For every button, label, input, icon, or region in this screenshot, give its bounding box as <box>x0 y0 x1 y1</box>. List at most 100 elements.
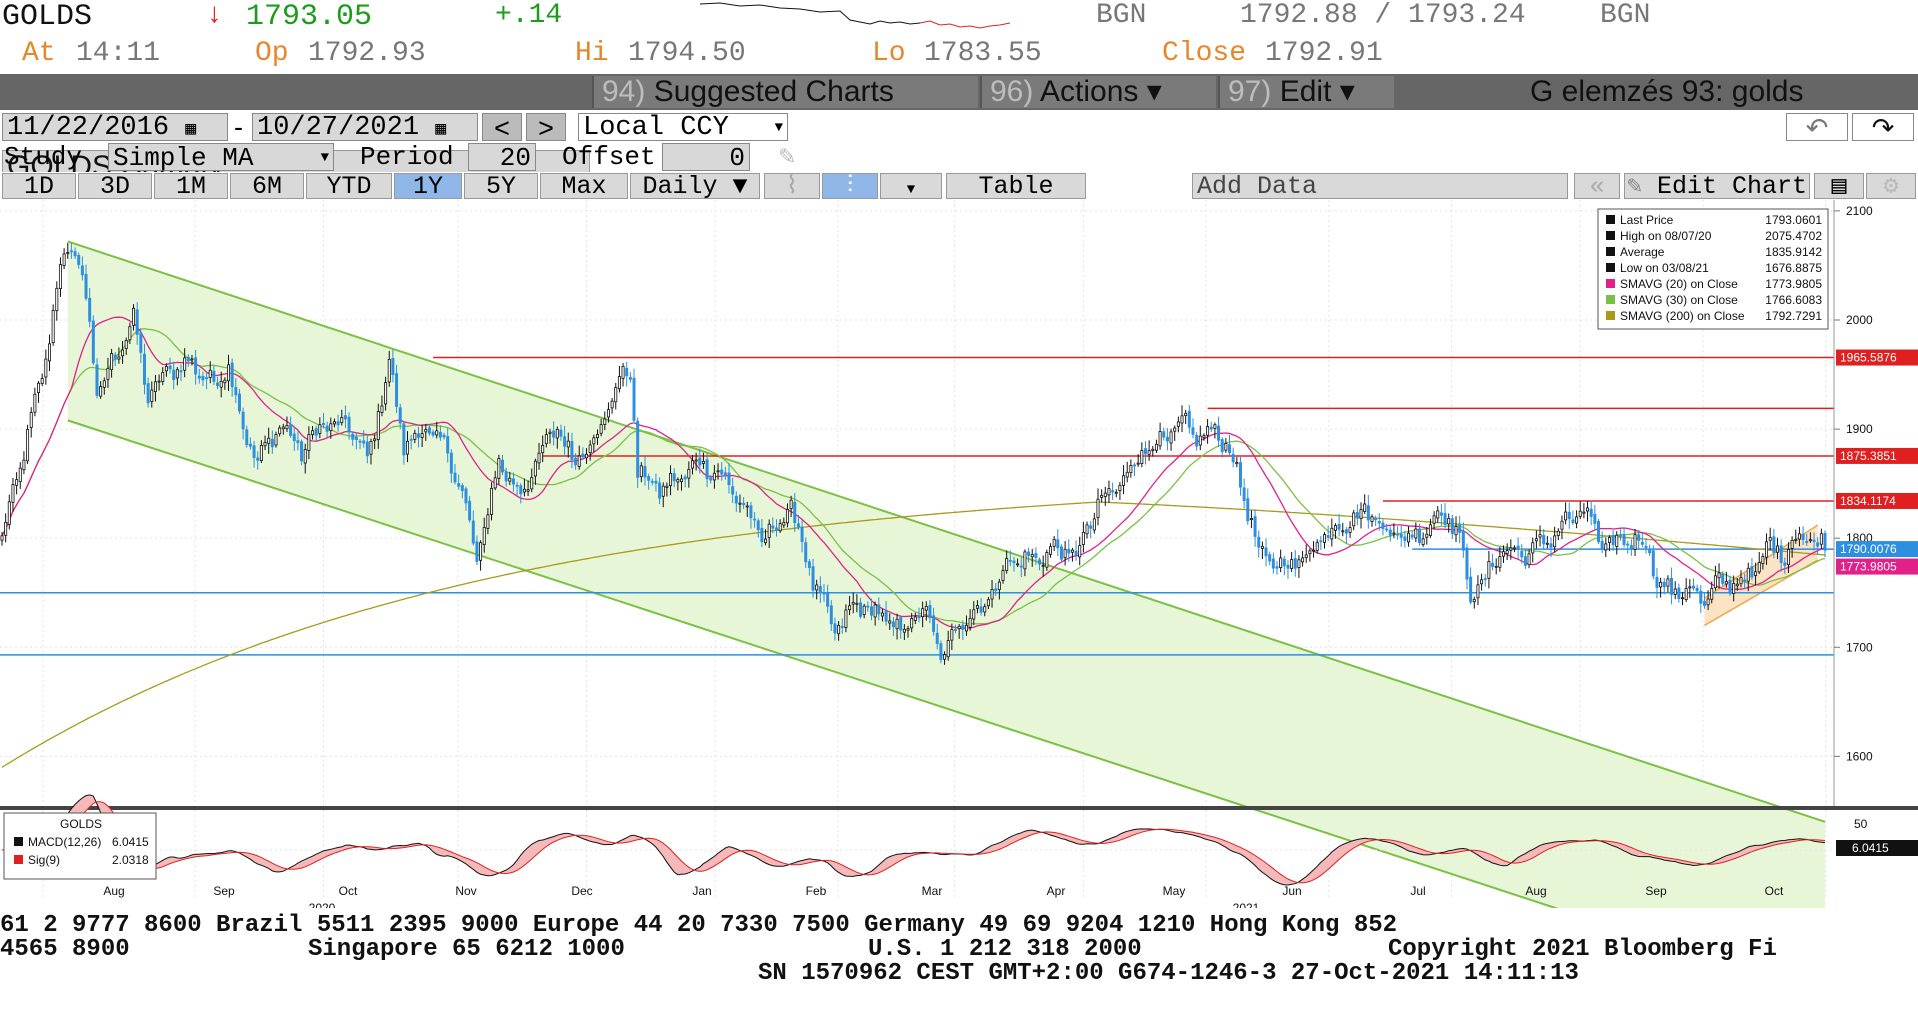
tab-ytd[interactable]: YTD <box>306 173 392 200</box>
candle-body <box>1213 424 1217 429</box>
actions-menu[interactable]: 96) Actions ▾ <box>980 76 1216 108</box>
tab-1d[interactable]: 1D <box>2 173 76 200</box>
candle-body <box>1743 579 1747 582</box>
candle-body <box>968 617 972 628</box>
add-data-field[interactable]: Add Data <box>1192 173 1568 200</box>
candle-body <box>409 438 413 441</box>
collapse-button[interactable]: « <box>1574 173 1620 200</box>
chart-type-dropdown[interactable]: ▼ <box>880 173 942 199</box>
tab-6m[interactable]: 6M <box>230 173 304 200</box>
candle-body <box>216 382 220 387</box>
candle-body <box>420 433 424 438</box>
start-date-field[interactable]: 11/22/2016 ▦ <box>2 113 228 142</box>
candle-body <box>687 468 691 479</box>
study-select[interactable]: Simple MA ▼ <box>108 143 334 172</box>
candle-body <box>234 386 238 396</box>
candle-body <box>1801 533 1805 540</box>
suggested-charts-menu[interactable]: 94) Suggested Charts <box>592 76 978 108</box>
end-date-field[interactable]: 10/27/2021 ▦ <box>252 113 478 142</box>
candle-body <box>18 467 22 482</box>
change-arrow: ↓ <box>206 0 223 31</box>
x-tick-label: Feb <box>806 884 827 898</box>
candle-body <box>595 434 599 439</box>
table-button[interactable]: Table <box>946 173 1086 200</box>
candle-body <box>164 366 168 372</box>
candle-body <box>227 364 230 382</box>
tab-5y[interactable]: 5Y <box>464 173 538 200</box>
candle-body <box>705 459 709 480</box>
candle-body <box>102 380 106 388</box>
candle-body <box>1238 462 1242 488</box>
candle-body <box>1600 540 1604 549</box>
candle-body <box>347 416 351 433</box>
candle-body <box>1534 538 1538 542</box>
candle-body <box>756 520 760 531</box>
candle-body <box>387 358 391 383</box>
currency-select[interactable]: Local CCY ▼ <box>578 113 788 142</box>
candle-body <box>676 479 680 483</box>
candle-body <box>990 589 994 600</box>
calendar-icon[interactable]: ▦ <box>185 120 197 140</box>
pencil-icon[interactable]: ✎ <box>778 144 797 169</box>
edit-chart-button[interactable]: ✎ Edit Chart <box>1624 173 1810 200</box>
calendar-icon[interactable]: ▦ <box>435 120 447 140</box>
candle-chart-button[interactable]: ⫶ <box>822 173 878 200</box>
candle-body <box>504 471 508 482</box>
undo-button[interactable]: ↶ <box>1786 113 1848 142</box>
prev-range-button[interactable]: < <box>482 113 522 142</box>
candle-body <box>793 501 797 524</box>
next-range-button[interactable]: > <box>526 113 566 142</box>
frequency-select[interactable]: Daily ▼ <box>630 173 760 200</box>
gear-button[interactable]: ⚙ <box>1866 173 1916 200</box>
offset-field[interactable]: 0 <box>662 143 750 172</box>
candle-body <box>639 465 643 477</box>
candle-body <box>1012 560 1016 564</box>
candle-body <box>957 625 961 630</box>
tab-3d[interactable]: 3D <box>78 173 152 200</box>
candle-body <box>406 440 410 455</box>
candle-body <box>398 407 402 424</box>
candle-body <box>29 412 33 428</box>
macd-panel: 50 6.0415 <box>0 794 1918 886</box>
candle-body <box>1085 524 1089 535</box>
candle-body <box>1786 549 1790 566</box>
period-field[interactable]: 20 <box>468 143 536 173</box>
candle-body <box>201 376 205 381</box>
candle-body <box>617 376 621 390</box>
candle-body <box>1666 578 1670 587</box>
candle-body <box>1615 534 1619 547</box>
candle-body <box>888 620 892 624</box>
candle-body <box>1169 431 1173 444</box>
candle-body <box>522 488 526 493</box>
candle-body <box>1366 505 1370 521</box>
candle-body <box>1198 435 1202 446</box>
candle-body <box>135 309 139 335</box>
candle-body <box>1385 528 1389 531</box>
macd-legend-value: 6.0415 <box>112 835 149 849</box>
candle-body <box>307 434 311 451</box>
line-chart-button[interactable]: ⌇ <box>764 173 820 200</box>
candle-body <box>690 460 694 469</box>
candle-body <box>358 440 362 443</box>
candle-body <box>314 428 318 436</box>
period-value: 20 <box>499 143 531 173</box>
edit-menu[interactable]: 97) Edit ▾ <box>1218 76 1394 108</box>
candle-body <box>1246 498 1250 522</box>
candle-body <box>482 527 486 545</box>
tab-1m[interactable]: 1M <box>154 173 228 200</box>
candle-body <box>837 625 841 635</box>
candle-body <box>1092 518 1096 531</box>
legend-swatch <box>1606 263 1615 272</box>
candle-body <box>376 411 380 440</box>
tab-max[interactable]: Max <box>540 173 628 200</box>
candle-body <box>851 601 855 605</box>
redo-button[interactable]: ↷ <box>1852 113 1914 142</box>
macd-tag-label: 6.0415 <box>1852 841 1889 855</box>
candle-body <box>413 432 417 440</box>
candle-body <box>1659 581 1663 588</box>
candle-body <box>1355 512 1359 519</box>
candle-body <box>826 592 830 607</box>
chart-settings-button[interactable]: ▤ <box>1814 173 1864 200</box>
tab-1y[interactable]: 1Y <box>394 173 462 200</box>
